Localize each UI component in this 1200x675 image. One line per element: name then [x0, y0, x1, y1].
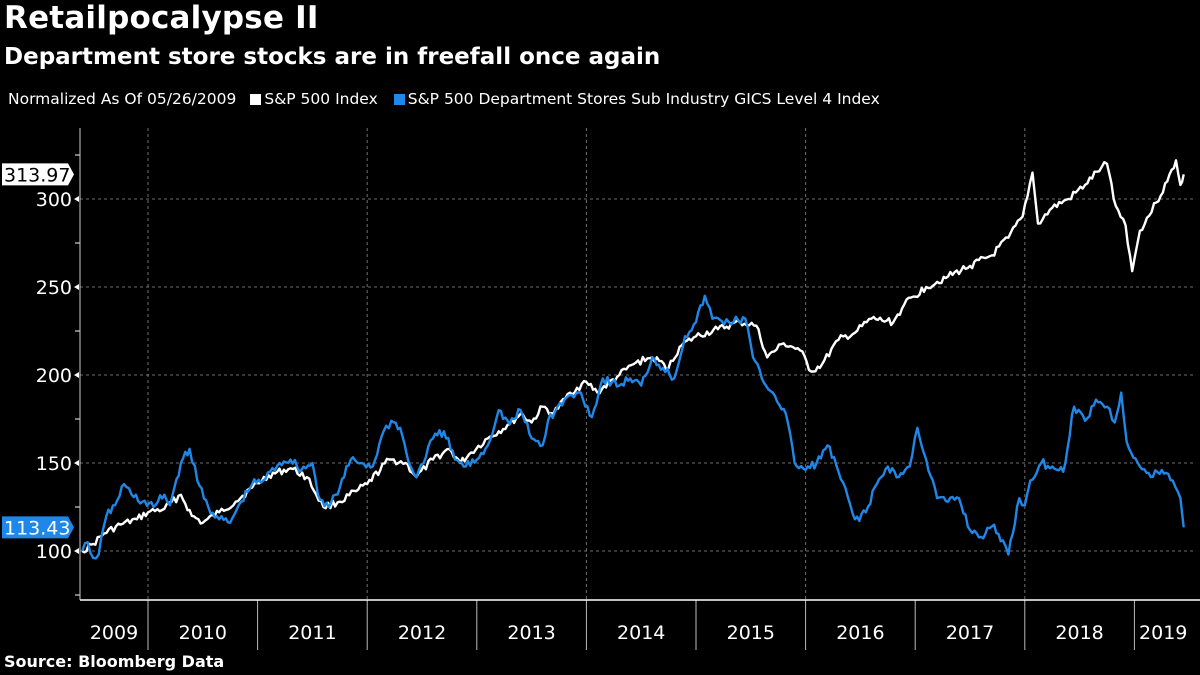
legend-note: Normalized As Of 05/26/2009 — [8, 90, 237, 108]
last-value-label: 113.43 — [4, 517, 70, 539]
y-tick-label: 150 — [36, 453, 72, 475]
x-tick-label: 2011 — [288, 622, 336, 644]
y-tick-marker — [74, 284, 79, 290]
x-tick-label: 2016 — [836, 622, 884, 644]
series-line-sp500 — [81, 159, 1185, 554]
x-tick-label: 2018 — [1055, 622, 1103, 644]
y-tick-label: 250 — [36, 277, 72, 299]
last-value-badges: 313.97 113.43 — [2, 163, 74, 539]
axes: 100 150 200 250 300 2009 2010 2011 2012 2013 2014 2… — [36, 128, 1200, 650]
x-tick-label: 2009 — [90, 622, 138, 644]
chart-subtitle: Department store stocks are in freefall … — [4, 44, 661, 70]
legend-swatch-sp500 — [250, 93, 262, 105]
x-tick-label: 2014 — [617, 622, 665, 644]
x-tick-label: 2013 — [507, 622, 555, 644]
last-value-badge — [2, 516, 74, 539]
legend-label-dept-stores: S&P 500 Department Stores Sub Industry G… — [407, 90, 880, 108]
x-tick-label: 2010 — [179, 622, 227, 644]
legend-item-dept-stores: S&P 500 Department Stores Sub Industry G… — [393, 90, 880, 108]
legend-label-sp500: S&P 500 Index — [264, 90, 378, 108]
last-value-label: 313.97 — [4, 164, 70, 186]
y-tick-marker — [74, 548, 79, 554]
series-line-dept-stores — [81, 294, 1185, 560]
y-tick-marker — [74, 460, 79, 466]
x-tick-label: 2019 — [1139, 622, 1187, 644]
y-tick-label: 200 — [36, 365, 72, 387]
legend-swatch-dept-stores — [393, 93, 405, 105]
y-tick-label: 100 — [36, 541, 72, 563]
series-group — [81, 159, 1185, 560]
source-note: Source: Bloomberg Data — [4, 652, 225, 671]
y-tick-label: 300 — [36, 189, 72, 211]
chart-title: Retailpocalypse II — [4, 0, 319, 36]
x-tick-label: 2017 — [946, 622, 994, 644]
y-tick-marker — [74, 196, 79, 202]
y-tick-marker — [74, 372, 79, 378]
legend: Normalized As Of 05/26/2009 S&P 500 Inde… — [8, 90, 880, 108]
x-tick-label: 2012 — [398, 622, 446, 644]
x-tick-label: 2015 — [727, 622, 775, 644]
legend-item-sp500: S&P 500 Index — [250, 90, 378, 108]
last-value-badge — [2, 163, 74, 186]
